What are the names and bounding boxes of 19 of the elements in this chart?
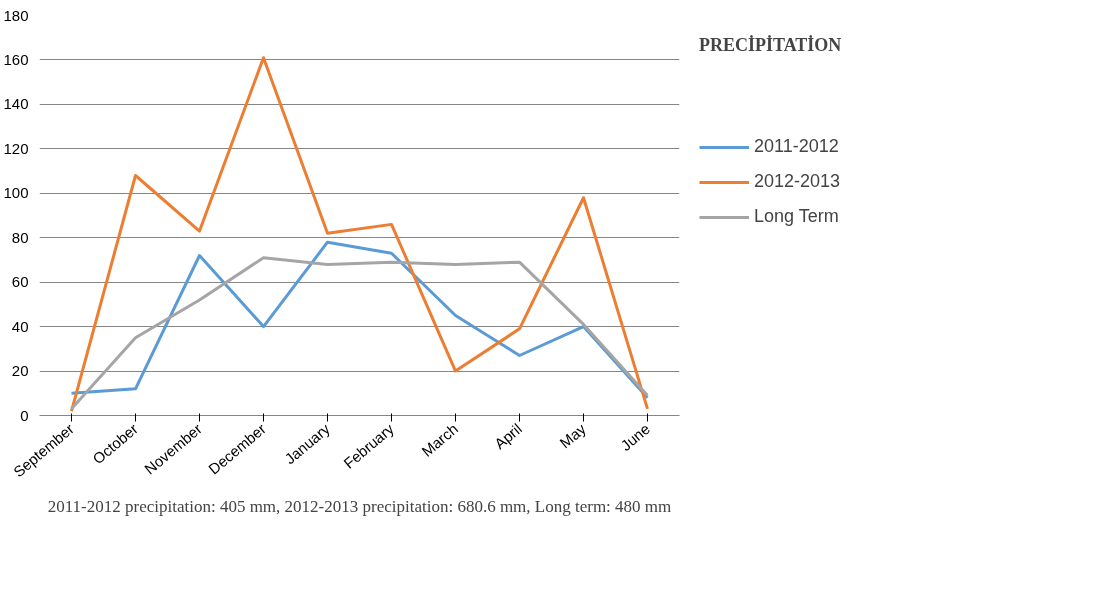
legend-label: 2012-2013	[754, 171, 841, 192]
y-tick-label: 180	[3, 6, 29, 24]
y-tick-label: 80	[11, 228, 29, 246]
y-tick-label: 140	[3, 95, 29, 113]
x-tick-label: May	[556, 419, 590, 452]
legend-label: 2011-2012	[754, 136, 839, 157]
y-tick-label: 60	[11, 273, 29, 291]
y-tick-label: 100	[3, 184, 29, 202]
line-series	[70, 56, 649, 413]
text: PRECİPİTATİON	[699, 35, 842, 56]
y-tick-label: 120	[3, 139, 29, 157]
x-tick-label: June	[617, 420, 653, 454]
y-tick-label: 20	[11, 362, 29, 380]
y-tick-label: 160	[3, 50, 29, 68]
y-tick-label: 0	[20, 406, 29, 424]
text: 2011-2012 precipitation: 405 mm, 2012-2013 precipitation: 680.6 mm, Long term: 480 mm	[47, 496, 672, 516]
legend-label: Long Term	[754, 206, 839, 227]
y-tick-label: 40	[11, 317, 29, 335]
line-series	[70, 256, 649, 411]
